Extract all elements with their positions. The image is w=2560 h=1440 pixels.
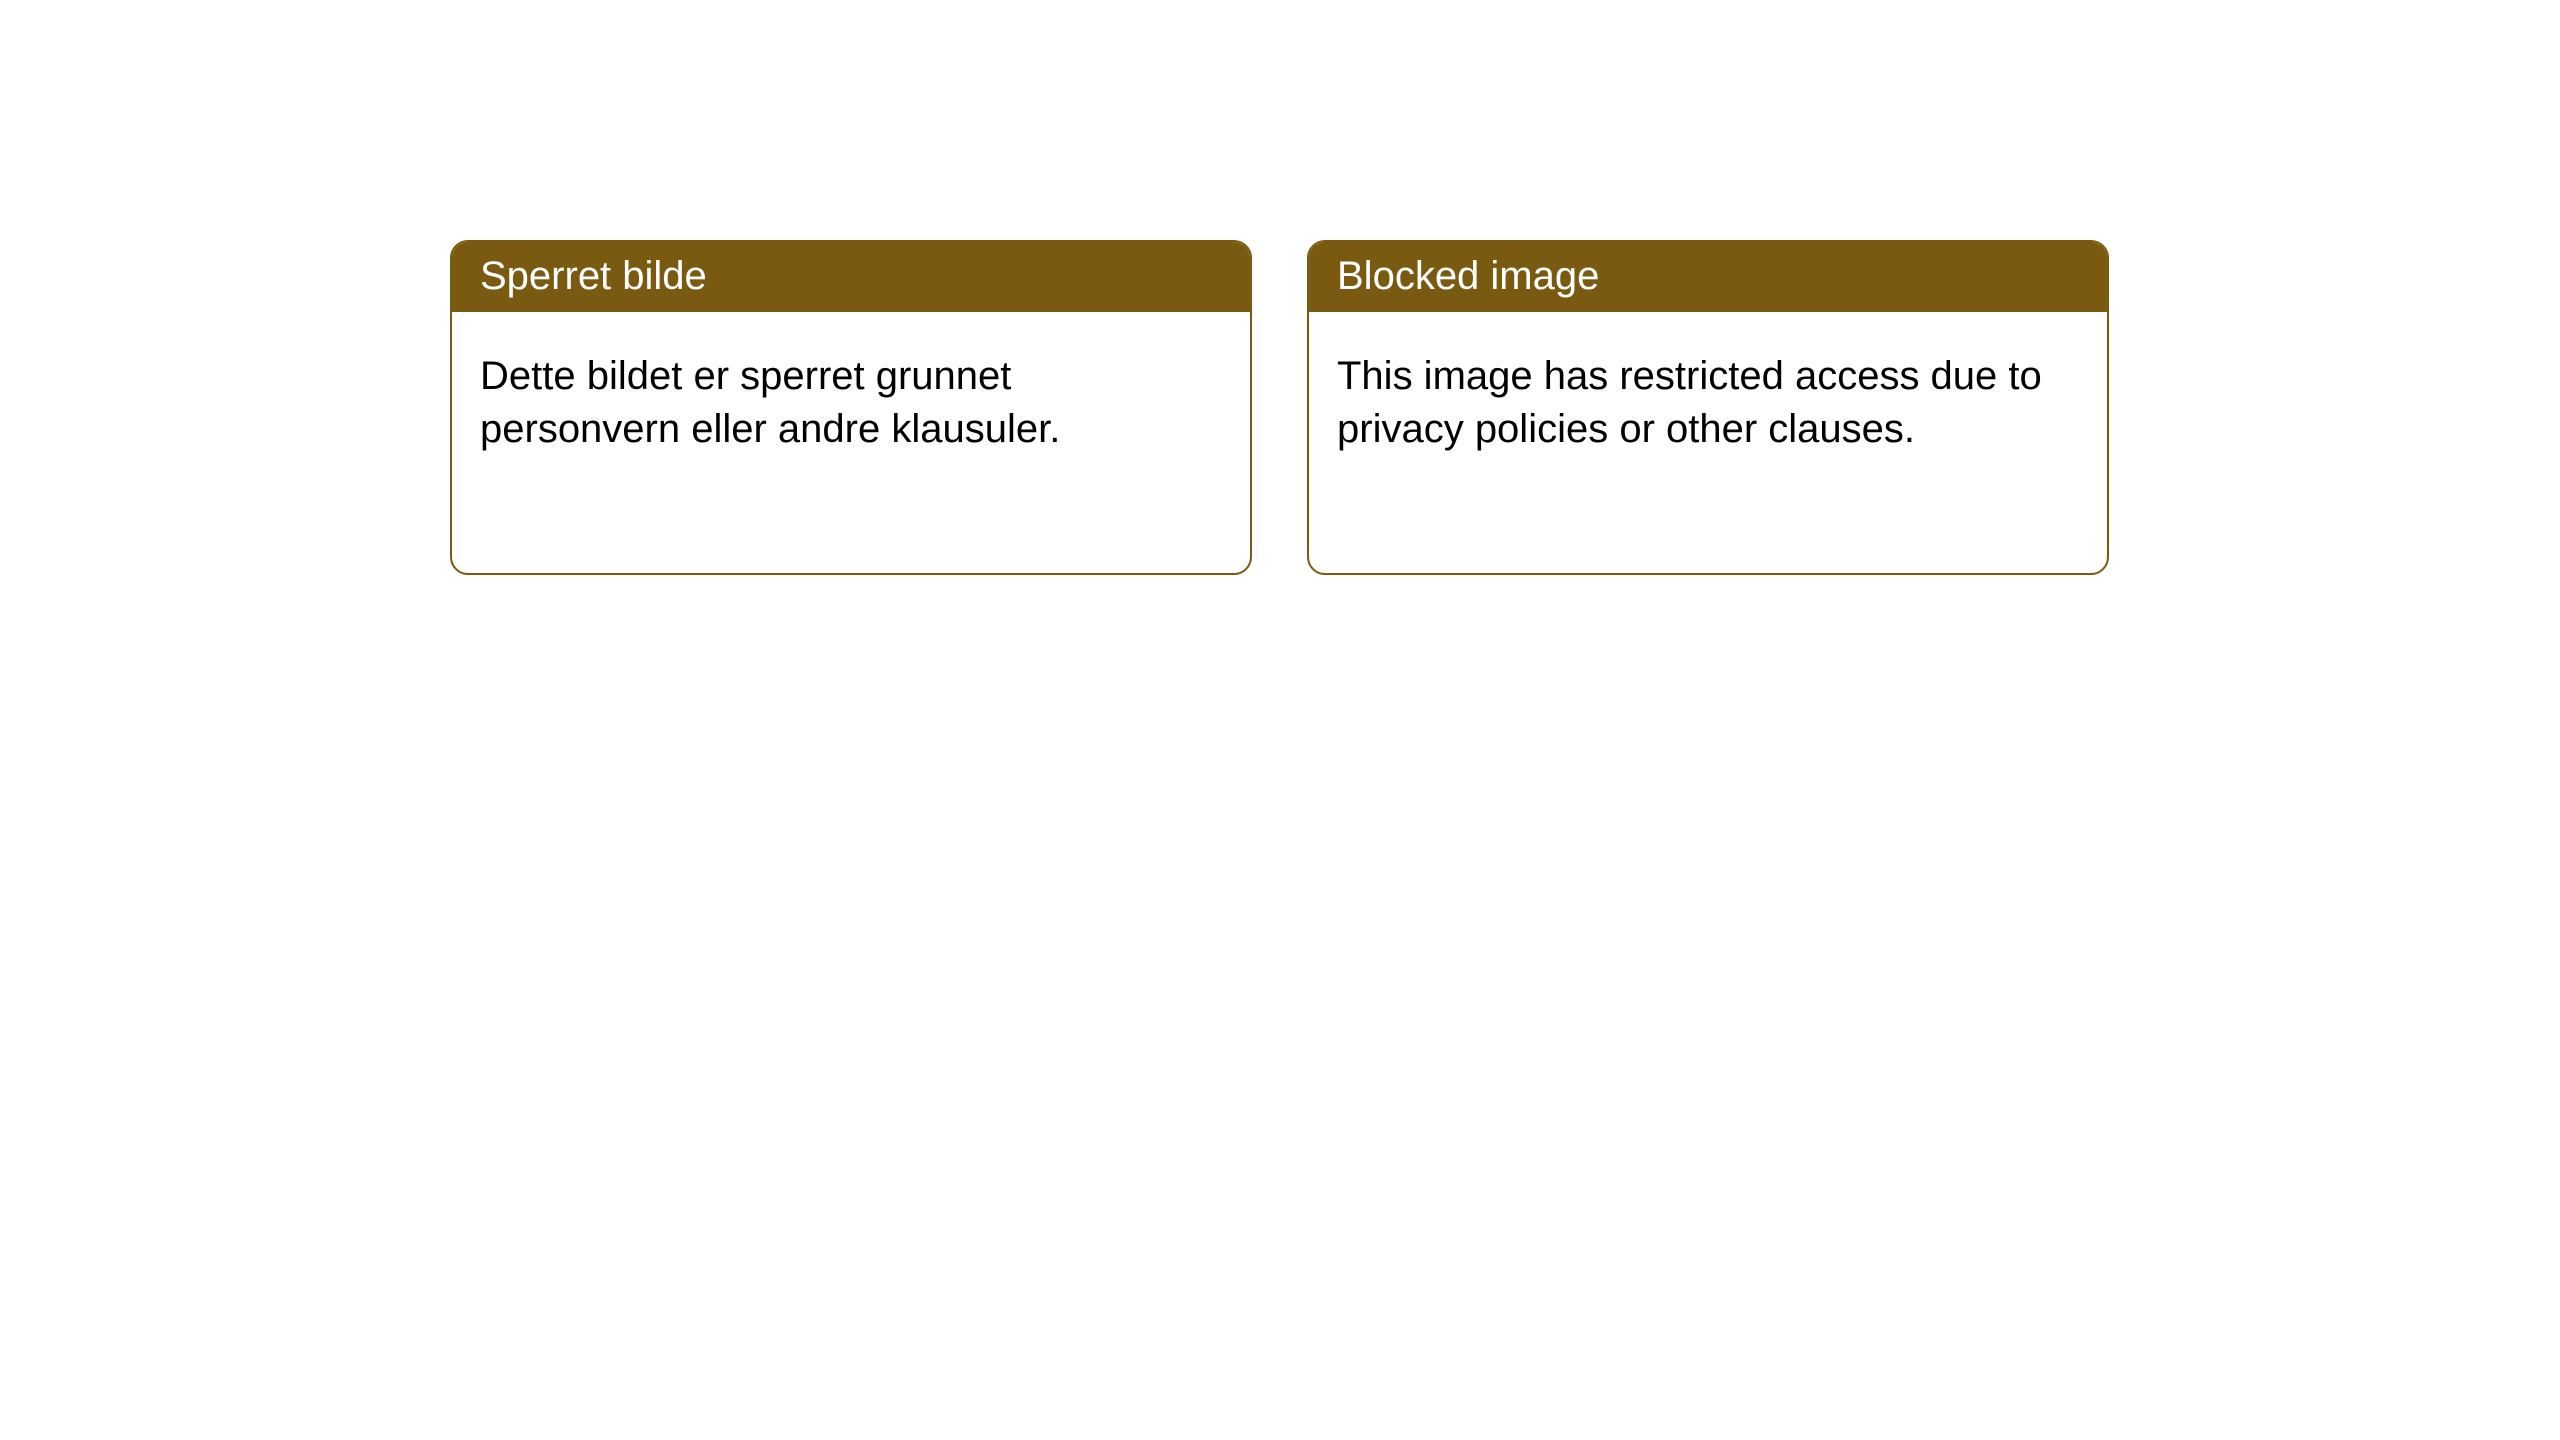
notice-card-body-norwegian: Dette bildet er sperret grunnet personve… [452, 312, 1250, 494]
notice-card-english: Blocked image This image has restricted … [1307, 240, 2109, 575]
notice-card-norwegian: Sperret bilde Dette bildet er sperret gr… [450, 240, 1252, 575]
notice-card-title-norwegian: Sperret bilde [452, 242, 1250, 312]
notice-cards-container: Sperret bilde Dette bildet er sperret gr… [450, 240, 2560, 575]
notice-card-body-english: This image has restricted access due to … [1309, 312, 2107, 494]
notice-card-title-english: Blocked image [1309, 242, 2107, 312]
